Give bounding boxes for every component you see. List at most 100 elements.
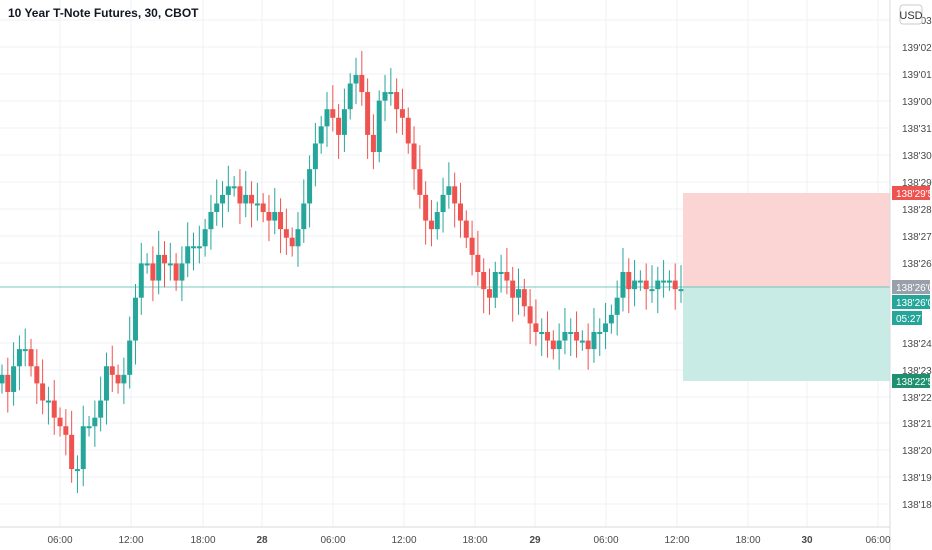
candle-body <box>620 272 626 298</box>
countdown-label-bg <box>892 311 922 325</box>
candle-body <box>632 280 638 290</box>
price-tick-label: 138'28'0 <box>902 205 932 216</box>
candle-body <box>388 92 394 95</box>
candle-body <box>655 280 661 290</box>
candle-body <box>109 366 115 375</box>
currency-label: USD <box>899 10 922 22</box>
candle-body <box>365 92 371 135</box>
candle-body <box>539 331 545 334</box>
time-tick-label: 06:00 <box>320 535 345 546</box>
candle-body <box>481 272 487 290</box>
candle-body <box>103 366 109 401</box>
price-tick-label: 138'30'0 <box>902 151 932 162</box>
time-tick-label: 12:00 <box>664 535 689 546</box>
time-tick-label: 12:00 <box>391 535 416 546</box>
candle-body <box>208 212 214 230</box>
last-price-label-bg <box>892 280 930 294</box>
candle-body <box>452 186 458 204</box>
candle-body <box>5 374 11 392</box>
currency-button[interactable]: USD <box>899 4 923 25</box>
candle-body <box>272 212 278 221</box>
candle-body <box>463 220 469 238</box>
candle-body <box>521 289 527 307</box>
candle-body <box>626 272 632 290</box>
candle-body <box>243 194 249 204</box>
candle-body <box>98 400 104 418</box>
price-tick-label: 138'19'0 <box>902 473 932 484</box>
price-tick-label: 138'21'0 <box>902 419 932 430</box>
candle-body <box>469 237 475 255</box>
take-profit-zone <box>683 287 890 381</box>
candle-body <box>411 143 417 170</box>
candle-body <box>196 246 202 249</box>
candle-body <box>121 374 127 384</box>
candle-body <box>0 374 5 384</box>
stop-loss-zone <box>683 193 890 287</box>
target-price-label-bg <box>892 374 930 388</box>
candle-body <box>289 237 295 247</box>
candle-body <box>115 374 121 384</box>
candle-body <box>608 314 614 324</box>
candle-body <box>486 289 492 298</box>
time-tick-label: 18:00 <box>462 535 487 546</box>
candle-body <box>527 306 533 324</box>
candle-body <box>446 186 452 195</box>
price-axis[interactable]: 139'03'0139'02'0139'01'0139'00'0138'31'0… <box>889 0 932 550</box>
candle-body <box>661 280 667 283</box>
candle-body <box>51 400 57 418</box>
candle-body <box>394 92 400 110</box>
candle-body <box>556 340 562 350</box>
candle-body <box>591 331 597 350</box>
candle-body <box>353 74 359 84</box>
candle-body <box>28 349 34 367</box>
candle-body <box>579 340 585 343</box>
candle-body <box>498 272 504 275</box>
candle-body <box>574 331 580 341</box>
price-tick-label: 138'26'0 <box>902 259 932 270</box>
candle-body <box>34 366 40 384</box>
price-tick-label: 138'31'0 <box>902 124 932 135</box>
candle-body <box>144 263 150 266</box>
candle-body <box>533 323 539 332</box>
candle-body <box>80 426 86 470</box>
candle-body <box>359 74 365 93</box>
candle-body <box>434 212 440 230</box>
candle-body <box>16 349 22 367</box>
candle-body <box>562 331 568 341</box>
candle-body <box>336 117 342 135</box>
candle-body <box>504 272 510 281</box>
stop-price-label: 138'29'5 <box>896 189 932 200</box>
candle-body <box>603 323 609 332</box>
candle-body <box>45 400 51 403</box>
candle-body <box>307 169 313 204</box>
candle-body <box>138 263 144 298</box>
time-tick-label: 18:00 <box>735 535 760 546</box>
price-tick-label: 139'00'0 <box>902 97 932 108</box>
candle-body <box>167 263 173 266</box>
candle-body <box>57 417 63 427</box>
candle-body <box>475 254 481 273</box>
candle-body <box>330 109 336 118</box>
candle-body <box>249 194 255 204</box>
candle-body <box>22 349 28 352</box>
candle-body <box>399 109 405 118</box>
candles <box>0 50 684 494</box>
candle-body <box>231 186 237 189</box>
candle-body <box>423 194 429 221</box>
time-axis[interactable]: 06:00 12:00 18:00 28 06:00 12:00 18:00 29 06:00 1… <box>0 526 891 546</box>
last-price-label: 138'26'0 <box>896 283 932 294</box>
candle-body <box>150 263 156 281</box>
candle-body <box>637 280 643 283</box>
time-tick-label: 18:00 <box>190 535 215 546</box>
candle-body <box>202 229 208 247</box>
candle-body <box>666 280 672 283</box>
time-tick-label: 06:00 <box>593 535 618 546</box>
candle-body <box>678 289 684 292</box>
candle-body <box>568 331 574 334</box>
candle-body <box>254 203 260 206</box>
candle-body <box>440 194 446 213</box>
price-tick-label: 138'29'0 <box>902 178 932 189</box>
candle-body <box>69 434 75 470</box>
candle-body <box>225 186 231 195</box>
